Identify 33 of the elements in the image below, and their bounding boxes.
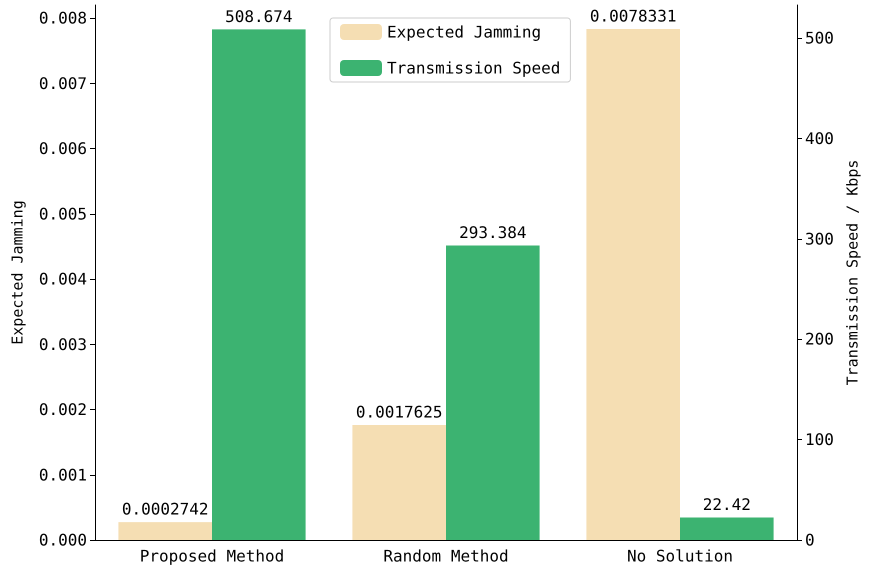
y-tick-label: 0.003: [38, 334, 87, 354]
y-tick-label: 0.007: [38, 74, 87, 93]
y-tick-label: 0.005: [38, 204, 87, 224]
y2-axis-title: Transmission Speed / Kbps: [843, 160, 862, 386]
bar: [586, 28, 680, 540]
y2-tick-label: 200: [805, 330, 834, 349]
legend-label: Transmission Speed: [387, 58, 560, 78]
y2-tick-label: 100: [805, 430, 834, 450]
bar: [446, 246, 540, 540]
y2-tick-label: 0: [805, 530, 815, 550]
x-tick-label: Proposed Method: [140, 546, 284, 566]
bar: [680, 517, 774, 540]
bar: [212, 29, 306, 540]
data-label: 0.0002742: [122, 500, 209, 519]
x-tick-label: No Solution: [627, 546, 733, 566]
data-label: 293.384: [459, 223, 527, 242]
y2-tick-label: 300: [805, 229, 834, 248]
data-label: 22.42: [702, 494, 751, 514]
y-tick-label: 0.001: [38, 465, 87, 484]
y-tick-label: 0.006: [38, 139, 87, 158]
y-tick-label: 0.004: [38, 270, 87, 289]
legend-label: Expected Jamming: [387, 22, 542, 42]
bar: [118, 522, 212, 540]
y-tick-label: 0.002: [38, 400, 87, 420]
y-tick-label: 0.000: [38, 530, 87, 550]
y2-tick-label: 500: [805, 28, 834, 48]
x-tick-label: Random Method: [383, 546, 509, 566]
data-label: 508.674: [225, 6, 293, 26]
y-tick-label: 0.008: [38, 8, 87, 28]
data-label: 0.0017625: [356, 402, 443, 422]
data-label: 0.0078331: [590, 6, 677, 26]
y2-tick-label: 400: [805, 129, 834, 148]
y-axis-title: Expected Jamming: [8, 200, 26, 345]
